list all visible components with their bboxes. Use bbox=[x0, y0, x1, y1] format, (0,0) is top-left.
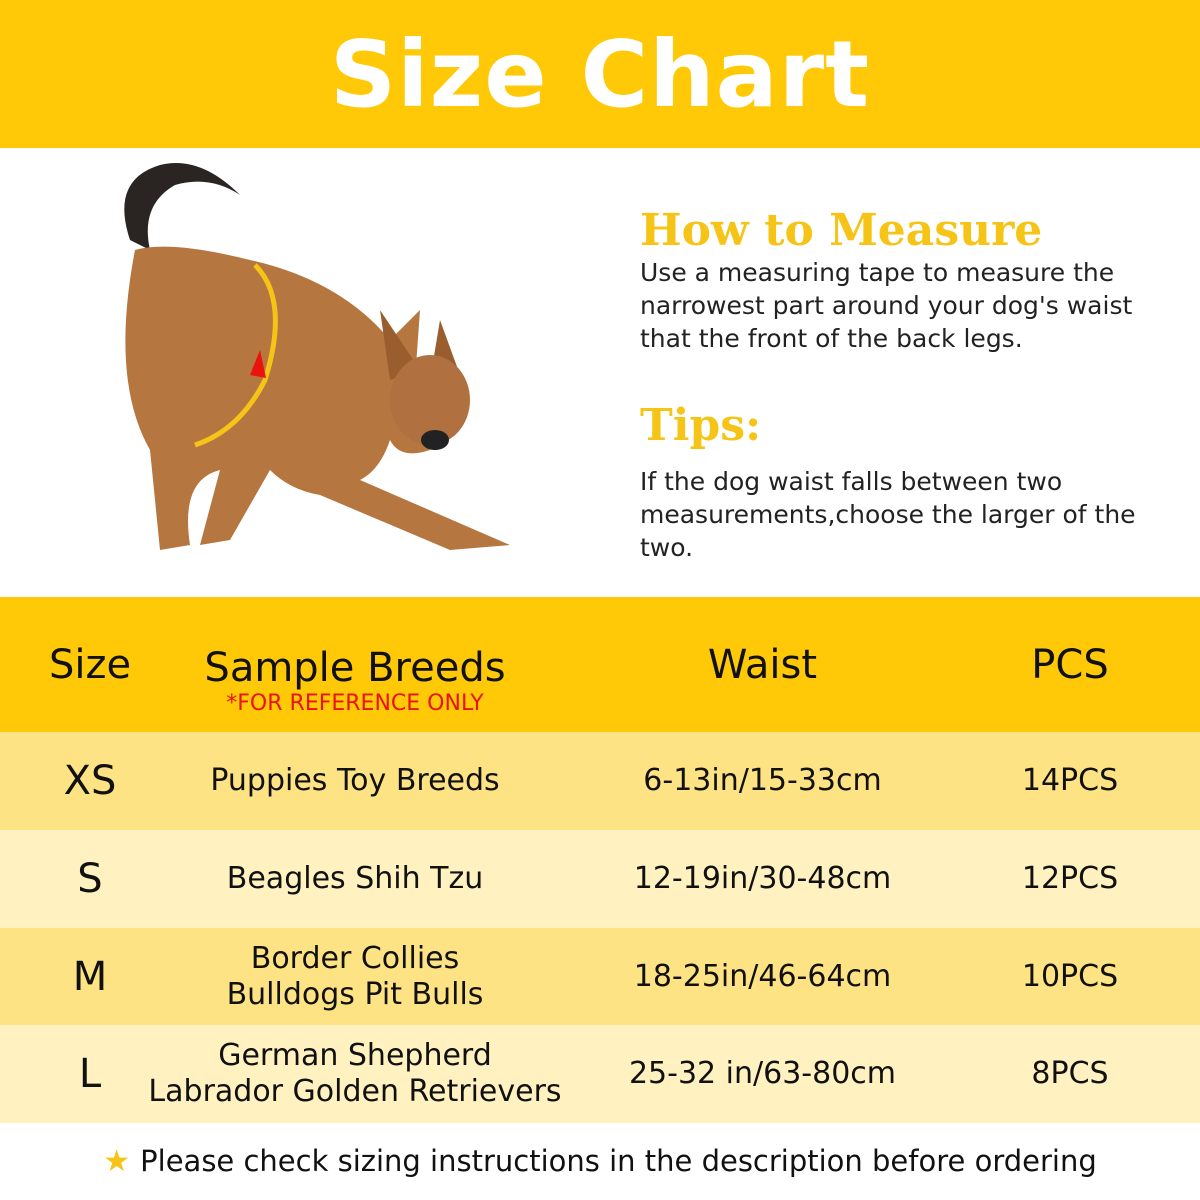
breed-line: Puppies Toy Breeds bbox=[210, 763, 500, 798]
header-waist: Waist bbox=[707, 641, 818, 688]
breed-line: German Shepherd bbox=[218, 1038, 492, 1073]
page-title: Size Chart bbox=[329, 20, 871, 128]
table-row: L German Shepherd Labrador Golden Retrieve… bbox=[0, 1025, 1200, 1123]
size-cell: S bbox=[77, 856, 103, 902]
pcs-cell: 8PCS bbox=[1031, 1056, 1109, 1091]
how-to-measure-section: How to Measure Use a measuring tape to m… bbox=[640, 205, 1180, 355]
footer-text: Please check sizing instructions in the … bbox=[140, 1144, 1097, 1178]
header-breeds-label: Sample Breeds bbox=[204, 645, 506, 691]
waist-cell: 12-19in/30-48cm bbox=[633, 861, 892, 896]
header-breeds: Sample Breeds *FOR REFERENCE ONLY bbox=[145, 645, 565, 717]
how-to-measure-heading: How to Measure bbox=[640, 205, 1043, 256]
table-row: M Border Collies Bulldogs Pit Bulls 18-25in… bbox=[0, 928, 1200, 1026]
pcs-cell: 14PCS bbox=[1021, 763, 1119, 798]
waist-cell: 25-32 in/63-80cm bbox=[628, 1056, 897, 1091]
reference-note: *FOR REFERENCE ONLY bbox=[226, 691, 484, 716]
pcs-cell: 12PCS bbox=[1021, 861, 1119, 896]
breeds-cell: Puppies Toy Breeds bbox=[145, 763, 565, 799]
header-pcs: PCS bbox=[1031, 641, 1109, 688]
footer-note: ★ Please check sizing instructions in th… bbox=[0, 1122, 1200, 1200]
pcs-cell: 10PCS bbox=[1021, 959, 1119, 994]
breed-line: Bulldogs Pit Bulls bbox=[226, 977, 484, 1012]
waist-cell: 6-13in/15-33cm bbox=[643, 763, 882, 798]
header-size: Size bbox=[48, 641, 132, 688]
table-row: S Beagles Shih Tzu 12-19in/30-48cm 12PCS bbox=[0, 830, 1200, 928]
table-row: XS Puppies Toy Breeds 6-13in/15-33cm 14PCS bbox=[0, 732, 1200, 830]
breed-line: Beagles Shih Tzu bbox=[226, 861, 484, 896]
breeds-cell: Border Collies Bulldogs Pit Bulls bbox=[145, 941, 565, 1013]
breeds-cell: Beagles Shih Tzu bbox=[145, 861, 565, 897]
size-cell: L bbox=[78, 1051, 102, 1097]
breed-line: Labrador Golden Retrievers bbox=[148, 1074, 562, 1109]
breed-line: Border Collies bbox=[250, 941, 460, 976]
tips-section: Tips: If the dog waist falls between two… bbox=[640, 400, 1180, 564]
tips-heading: Tips: bbox=[640, 400, 762, 451]
breeds-cell: German Shepherd Labrador Golden Retriever… bbox=[145, 1038, 565, 1110]
size-cell: XS bbox=[63, 758, 117, 804]
size-cell: M bbox=[72, 954, 108, 1000]
waist-cell: 18-25in/46-64cm bbox=[633, 959, 892, 994]
table-header: Size Sample Breeds *FOR REFERENCE ONLY W… bbox=[0, 597, 1200, 732]
dog-measuring-illustration bbox=[124, 163, 510, 550]
star-icon: ★ bbox=[103, 1143, 131, 1179]
how-to-measure-text: Use a measuring tape to measure the narr… bbox=[640, 258, 1133, 353]
tips-text: If the dog waist falls between two measu… bbox=[640, 467, 1136, 562]
title-banner: Size Chart bbox=[0, 0, 1200, 148]
